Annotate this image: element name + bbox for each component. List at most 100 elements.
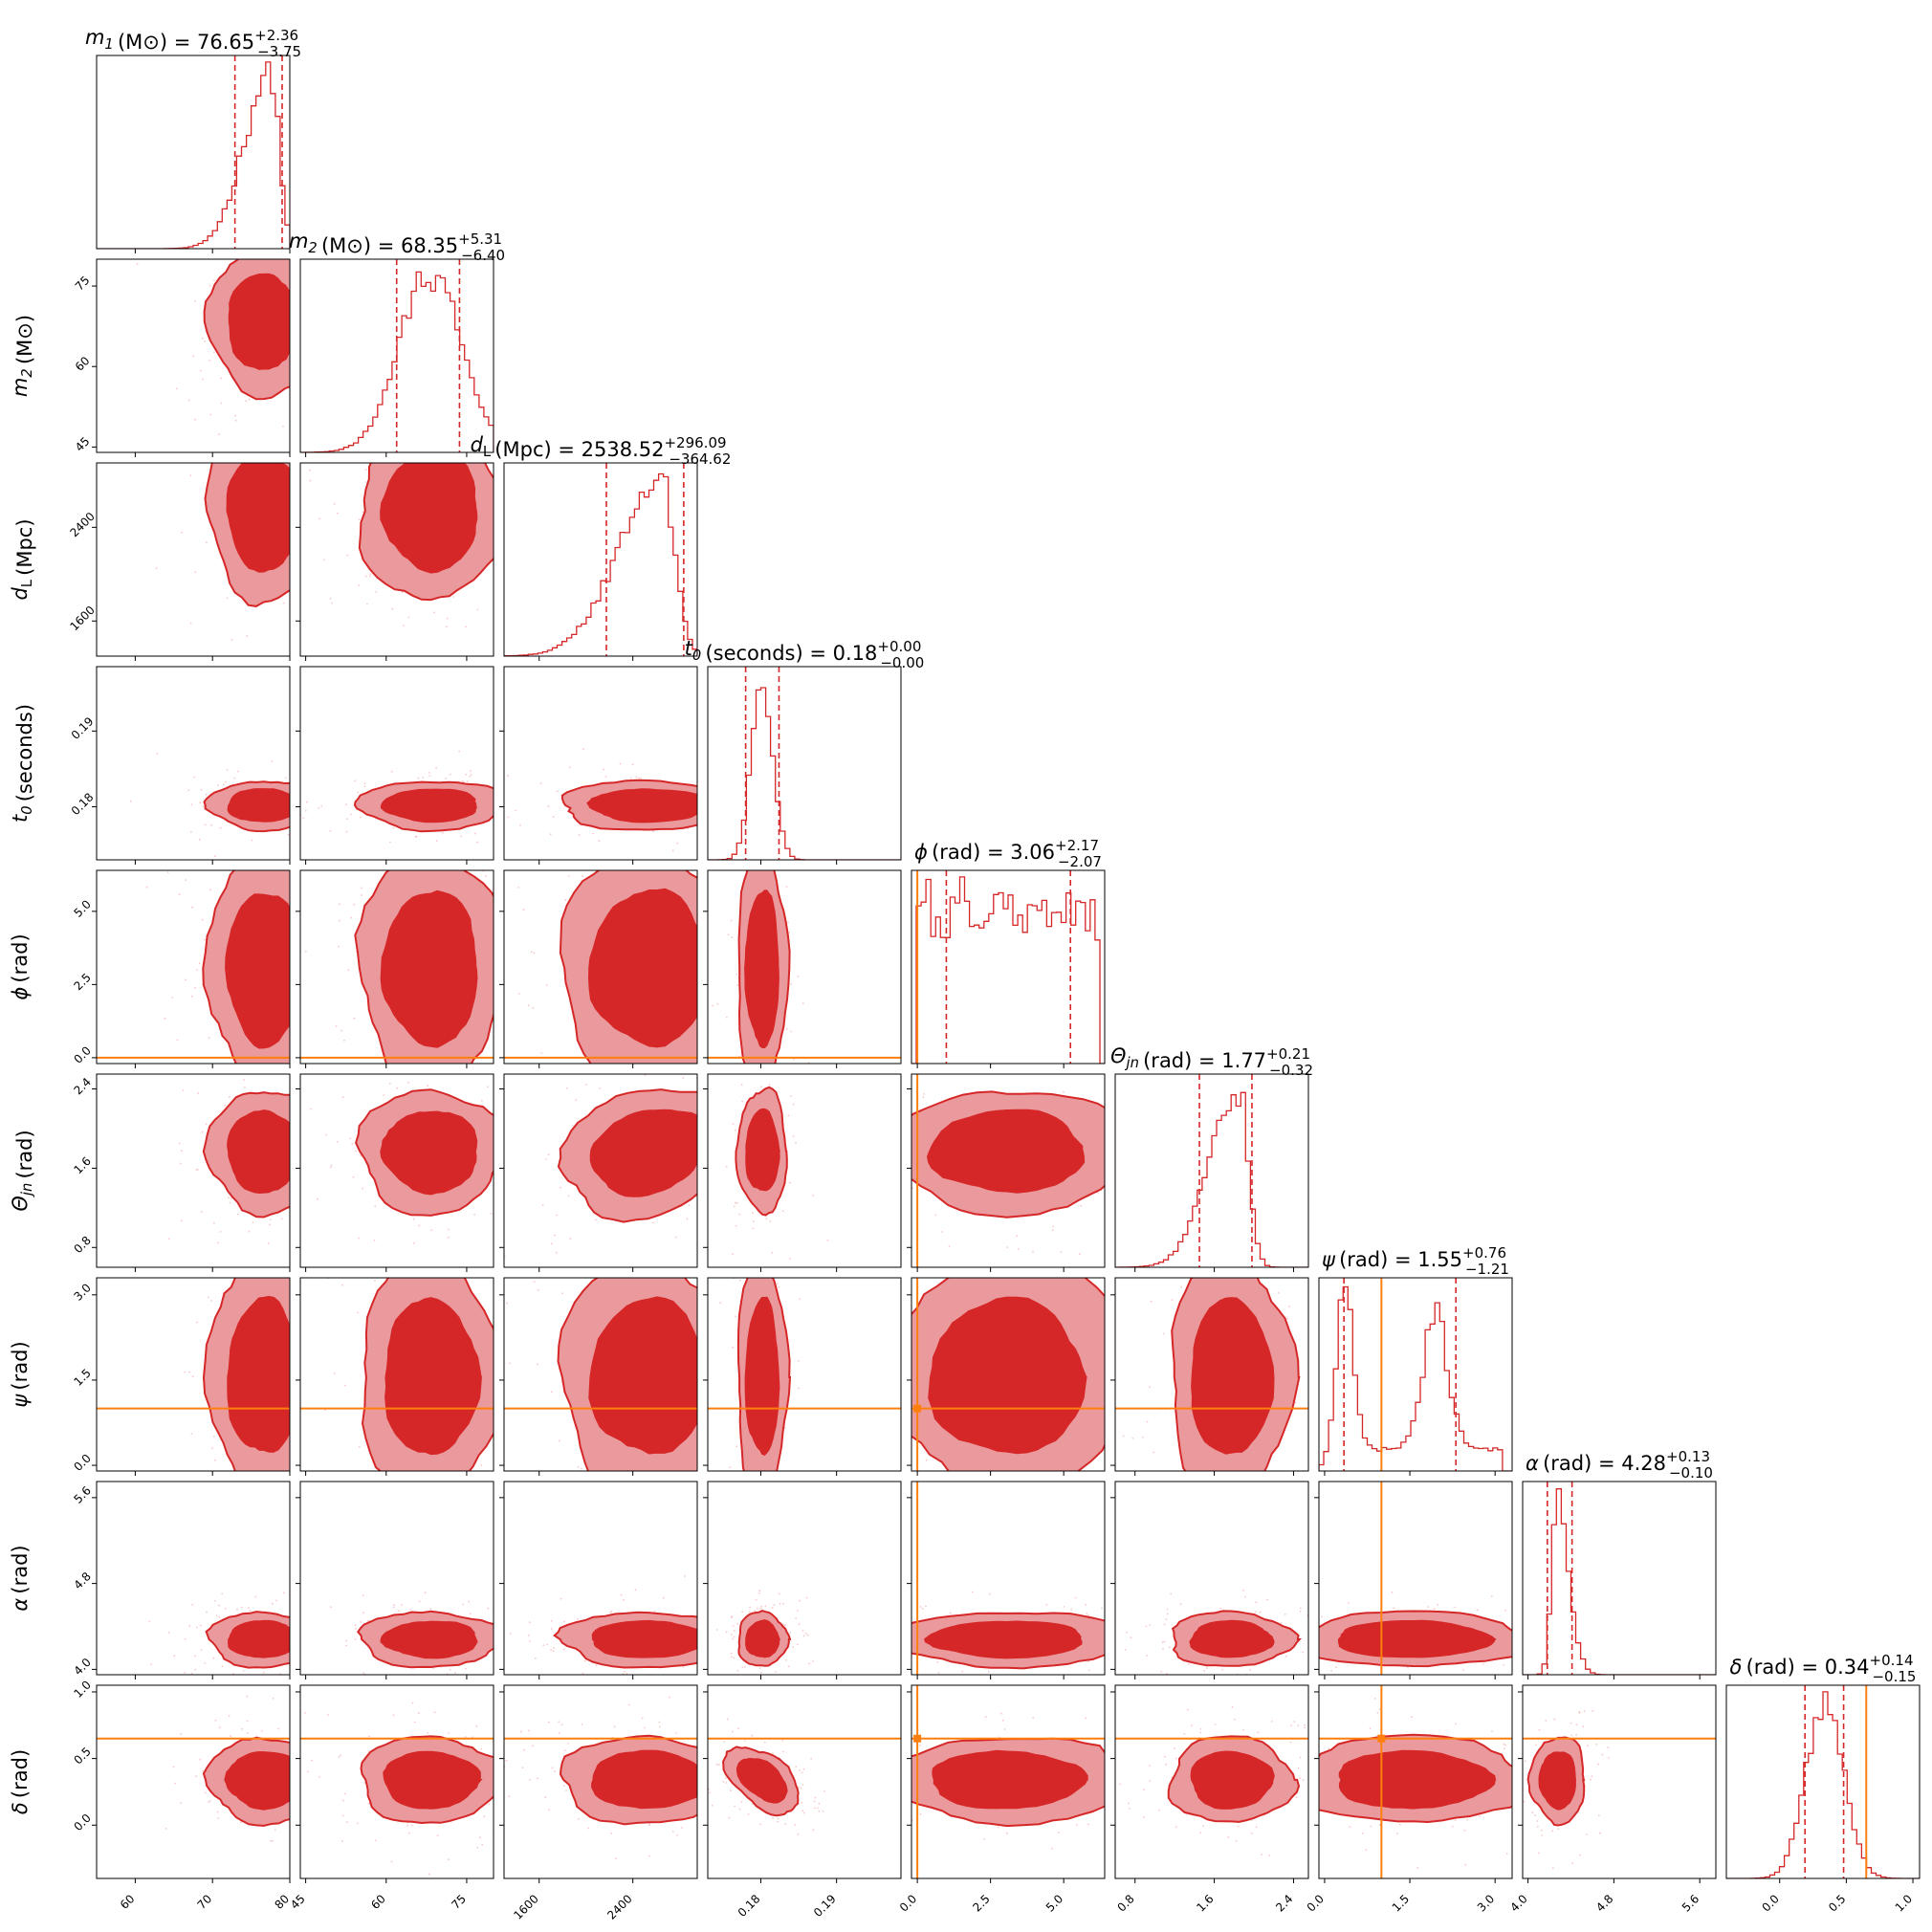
sample-point bbox=[522, 909, 525, 911]
sample-point bbox=[532, 1745, 534, 1747]
sample-point bbox=[744, 1666, 746, 1668]
sample-point bbox=[392, 826, 395, 829]
sample-point bbox=[708, 1121, 710, 1123]
sample-point bbox=[198, 962, 201, 965]
sample-point bbox=[313, 1615, 315, 1617]
sample-point bbox=[782, 1602, 784, 1605]
sample-point bbox=[813, 1800, 816, 1803]
sample-point bbox=[548, 894, 550, 896]
sample-point bbox=[923, 1269, 925, 1271]
sample-point bbox=[217, 1241, 219, 1244]
sample-point bbox=[596, 1270, 598, 1272]
sample-point bbox=[535, 716, 537, 718]
sample-point bbox=[1121, 1299, 1123, 1301]
sample-point bbox=[577, 1617, 579, 1620]
sample-point bbox=[560, 1597, 562, 1600]
sample-point bbox=[1330, 1670, 1332, 1672]
sample-point bbox=[701, 1007, 703, 1009]
sample-point bbox=[188, 1625, 191, 1628]
sample-point bbox=[1107, 1787, 1109, 1789]
sample-point bbox=[256, 245, 258, 247]
sample-point bbox=[1348, 1602, 1350, 1604]
sample-point bbox=[1136, 1617, 1138, 1619]
sample-point bbox=[1149, 1624, 1151, 1626]
sample-point bbox=[317, 1287, 318, 1289]
sample-point bbox=[303, 985, 305, 987]
sample-point bbox=[330, 1660, 332, 1662]
sample-point bbox=[291, 539, 293, 541]
sample-point bbox=[1141, 1809, 1143, 1811]
sample-point bbox=[272, 1697, 274, 1700]
contour-panel-alpha-vs-dL bbox=[509, 1575, 697, 1675]
sample-point bbox=[343, 1792, 346, 1795]
sample-point bbox=[536, 1644, 538, 1646]
sample-point bbox=[442, 831, 444, 834]
sample-point bbox=[743, 832, 745, 834]
panel-frame bbox=[707, 666, 902, 861]
sample-point bbox=[223, 1479, 225, 1481]
sample-point bbox=[730, 1135, 732, 1137]
sample-point bbox=[1520, 1630, 1522, 1632]
sample-point bbox=[722, 1101, 724, 1103]
sample-point bbox=[517, 887, 520, 889]
sample-point bbox=[292, 400, 294, 402]
sample-point bbox=[178, 893, 181, 895]
sample-point bbox=[1454, 1606, 1457, 1609]
sample-point bbox=[294, 1141, 296, 1143]
sample-point bbox=[310, 1636, 312, 1638]
sample-point bbox=[919, 1606, 922, 1608]
sample-point bbox=[389, 841, 391, 844]
sample-point bbox=[585, 1084, 587, 1086]
sample-point bbox=[1168, 1646, 1171, 1649]
sample-point bbox=[545, 984, 548, 986]
sample-point bbox=[787, 815, 789, 817]
sample-point bbox=[495, 482, 497, 484]
sample-point bbox=[1130, 1636, 1132, 1639]
sample-point bbox=[765, 1218, 768, 1219]
sample-point bbox=[1227, 1249, 1229, 1251]
sample-point bbox=[498, 1362, 500, 1364]
sample-point bbox=[682, 1077, 685, 1079]
sample-point bbox=[733, 1657, 735, 1659]
panel-frame bbox=[299, 666, 494, 861]
sample-point bbox=[208, 1296, 209, 1299]
sample-point bbox=[653, 1610, 656, 1613]
sample-point bbox=[332, 502, 334, 504]
sample-point bbox=[433, 611, 435, 614]
sample-point bbox=[460, 1088, 462, 1090]
sample-point bbox=[867, 1727, 869, 1729]
sample-point bbox=[315, 1542, 317, 1544]
sample-point bbox=[845, 1181, 846, 1183]
sample-point bbox=[567, 1743, 570, 1745]
sample-point bbox=[668, 1087, 670, 1088]
sample-point bbox=[1001, 1260, 1003, 1262]
sample-point bbox=[1021, 1484, 1022, 1486]
sample-point bbox=[519, 1059, 521, 1061]
sample-point bbox=[274, 1829, 276, 1832]
sample-point bbox=[516, 1647, 518, 1649]
sample-point bbox=[296, 933, 297, 934]
sample-point bbox=[357, 791, 360, 794]
sample-point bbox=[318, 851, 320, 853]
sample-point bbox=[543, 1714, 545, 1716]
sample-point bbox=[779, 1745, 780, 1746]
sample-point bbox=[328, 1181, 330, 1183]
sample-point bbox=[497, 1150, 499, 1152]
sample-point bbox=[1188, 1663, 1190, 1665]
sample-point bbox=[1146, 1797, 1148, 1799]
sample-point bbox=[724, 1089, 726, 1091]
sample-point bbox=[350, 1786, 352, 1788]
sample-point bbox=[1552, 1650, 1554, 1652]
sample-point bbox=[358, 584, 360, 586]
sample-point bbox=[1576, 1621, 1578, 1623]
sample-point bbox=[1254, 1611, 1257, 1614]
sample-point bbox=[990, 1552, 992, 1554]
sample-point bbox=[506, 1808, 508, 1810]
sample-point bbox=[552, 825, 554, 827]
sample-point bbox=[716, 1633, 718, 1635]
sample-point bbox=[563, 1785, 565, 1787]
sample-point bbox=[790, 1065, 792, 1066]
sample-point bbox=[114, 1476, 116, 1478]
sample-point bbox=[1156, 1295, 1158, 1297]
sample-point bbox=[792, 798, 794, 800]
